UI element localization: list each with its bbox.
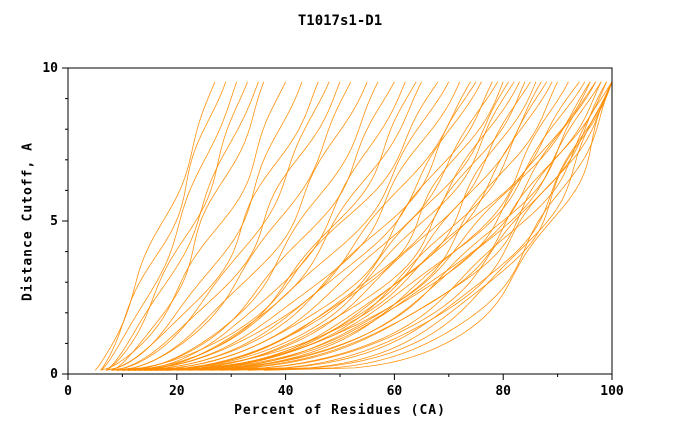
model-curve: [116, 81, 461, 371]
model-curve: [138, 81, 509, 371]
model-curve: [160, 81, 602, 371]
model-curve: [198, 81, 613, 371]
x-axis-label: Percent of Residues (CA): [234, 403, 446, 418]
model-curve: [133, 81, 591, 371]
model-curve: [105, 81, 248, 371]
model-curve: [165, 81, 607, 371]
model-curve: [127, 81, 417, 371]
model-curve: [105, 81, 259, 371]
model-curve: [165, 81, 558, 371]
model-curve: [116, 81, 352, 371]
model-curve: [100, 81, 227, 371]
model-curve: [247, 81, 613, 371]
model-curve: [149, 81, 597, 371]
model-curve: [116, 81, 368, 371]
model-curve: [154, 81, 548, 371]
model-curve: [231, 81, 613, 371]
model-curve: [209, 81, 613, 371]
model-curve: [127, 81, 493, 371]
model-curve: [111, 81, 265, 371]
model-curve: [100, 81, 237, 371]
model-curve: [116, 81, 450, 371]
x-tick-label: 0: [64, 384, 72, 399]
x-tick-label: 100: [600, 384, 624, 399]
model-curve: [127, 81, 586, 371]
model-curve: [144, 81, 597, 371]
model-curve: [94, 81, 216, 371]
model-curve: [122, 81, 477, 371]
model-curve: [122, 81, 395, 371]
model-curve: [165, 81, 569, 371]
model-curve: [106, 81, 319, 371]
model-curve: [133, 81, 422, 371]
model-curve: [149, 81, 531, 371]
model-curve: [100, 81, 286, 371]
model-curve: [144, 81, 520, 371]
model-curve: [111, 81, 439, 371]
x-tick-label: 40: [278, 384, 294, 399]
model-curve: [187, 81, 613, 371]
model-curve: [122, 81, 580, 371]
x-tick-label: 20: [169, 384, 185, 399]
y-tick-label: 0: [50, 367, 58, 382]
x-tick-label: 60: [387, 384, 403, 399]
model-curve: [176, 81, 607, 371]
model-curve: [263, 81, 613, 371]
model-curve: [111, 81, 341, 371]
model-curve: [127, 81, 482, 371]
x-tick-label: 80: [495, 384, 511, 399]
model-curve: [133, 81, 499, 371]
model-curve: [220, 81, 613, 371]
model-curve: [144, 81, 526, 371]
y-tick-label: 5: [50, 214, 58, 229]
model-curve: [149, 81, 537, 371]
y-tick-label: 10: [42, 61, 58, 76]
chart-title: T1017s1-D1: [297, 13, 383, 29]
model-curve: [127, 81, 406, 371]
plot-frame: [67, 67, 613, 375]
model-curve: [138, 81, 515, 371]
